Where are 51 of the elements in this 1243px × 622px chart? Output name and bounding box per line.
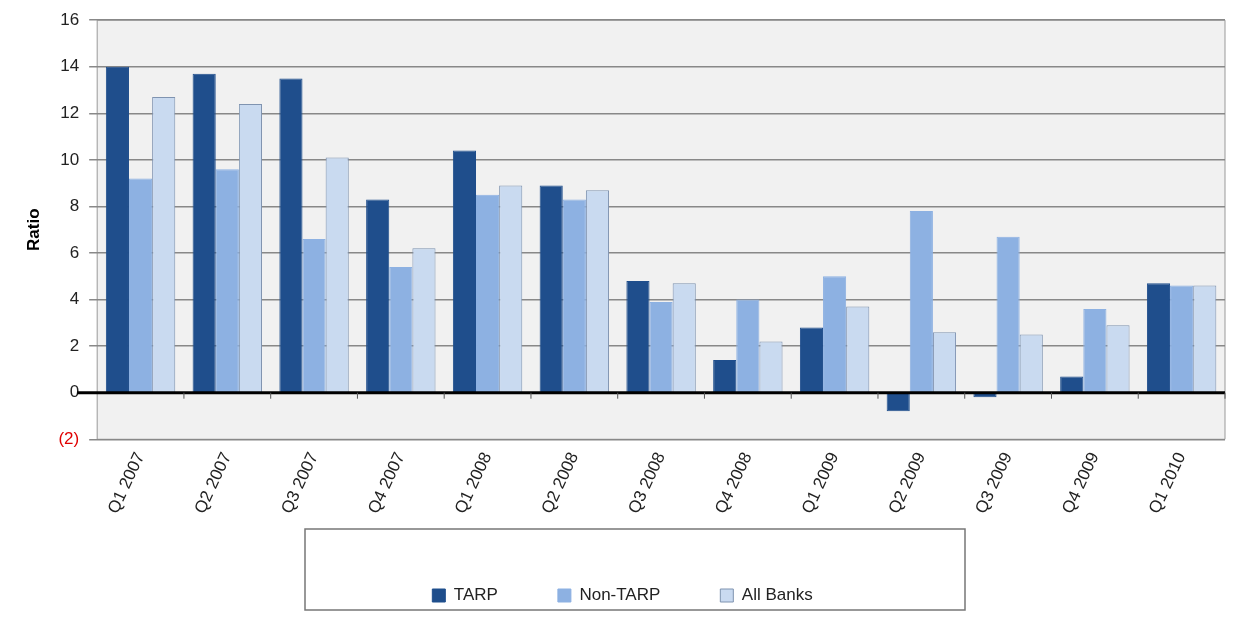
- bar: [389, 266, 413, 392]
- x-tick-label: Q4 2007: [363, 449, 409, 517]
- bar: [649, 301, 673, 392]
- y-tick-label: 8: [69, 196, 80, 216]
- bar: [366, 199, 390, 392]
- bar: [562, 199, 586, 392]
- y-tick-label: 4: [69, 289, 80, 309]
- bar: [736, 299, 760, 392]
- bar: [909, 211, 933, 392]
- x-tick-label: Q3 2008: [624, 449, 669, 517]
- x-tick-label: Q4 2009: [1057, 449, 1103, 517]
- y-tick-label: 10: [60, 149, 80, 169]
- y-tick-label: 12: [60, 103, 80, 123]
- bar: [302, 239, 326, 392]
- bar: [1083, 308, 1107, 392]
- legend-label: TARP: [453, 585, 498, 605]
- x-tick-label: Q1 2010: [1144, 449, 1190, 517]
- bar: [886, 393, 910, 412]
- bar: [476, 194, 500, 392]
- bar: [1170, 285, 1194, 392]
- x-tick-label: Q2 2007: [190, 449, 236, 517]
- y-tick-label: 2: [69, 335, 80, 355]
- x-tick-label: Q2 2008: [537, 449, 583, 517]
- y-tick-label: 0: [69, 382, 80, 402]
- bar: [128, 178, 153, 392]
- bar: [539, 185, 563, 392]
- bar: [452, 150, 477, 392]
- bar: [279, 78, 303, 392]
- legend-label: All Banks: [741, 585, 813, 605]
- bar: [1060, 376, 1084, 392]
- x-tick-label: Q3 2009: [971, 449, 1016, 517]
- y-axis-title: Ratio: [23, 208, 43, 251]
- bar: [192, 73, 216, 392]
- bar: [626, 280, 650, 392]
- y-tick-label: 14: [60, 56, 80, 76]
- bar: [1146, 283, 1171, 392]
- y-tick-label: 6: [69, 242, 80, 262]
- bar: [215, 169, 239, 392]
- bar: [823, 276, 847, 392]
- x-tick-label: Q2 2009: [884, 449, 930, 517]
- bar: [713, 360, 737, 392]
- legend-label: Non-TARP: [579, 585, 661, 605]
- y-tick-label: (2): [58, 428, 80, 448]
- x-tick-label: Q1 2009: [797, 449, 843, 517]
- y-tick-label: 16: [60, 9, 80, 29]
- bar: [799, 327, 824, 392]
- x-tick-label: Q1 2007: [103, 449, 149, 517]
- x-tick-label: Q1 2008: [450, 449, 496, 517]
- x-tick-label: Q4 2008: [710, 449, 756, 517]
- bar: [996, 236, 1020, 392]
- x-tick-label: Q3 2007: [277, 449, 322, 517]
